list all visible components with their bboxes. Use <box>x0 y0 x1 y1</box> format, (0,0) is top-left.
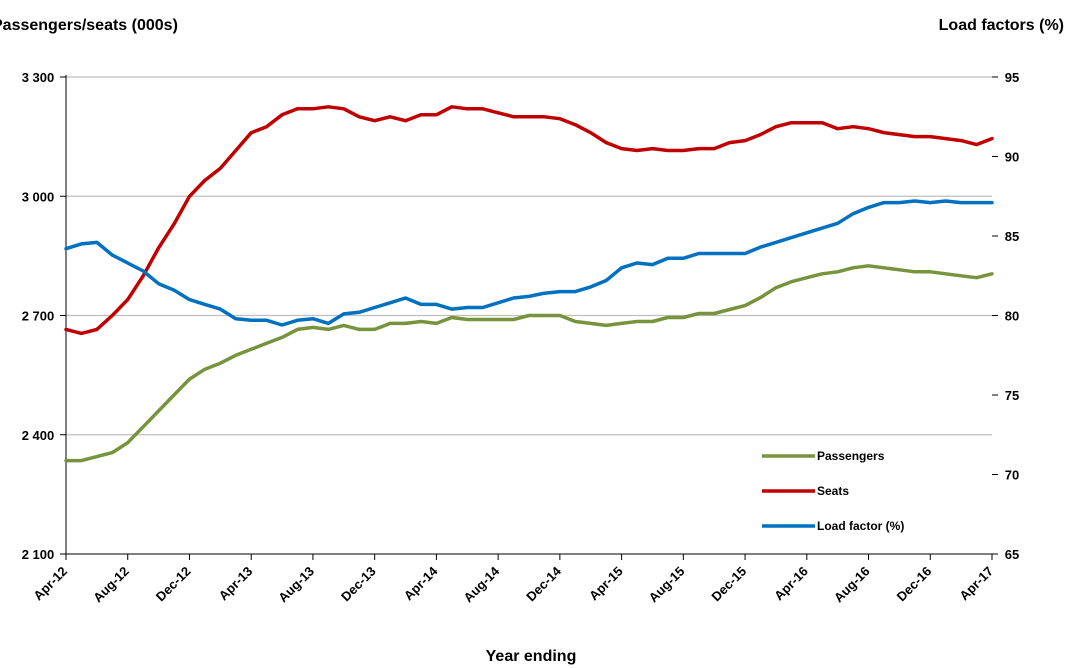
series-line-seats <box>64 105 994 336</box>
x-tick-label: Aug-16 <box>831 564 873 606</box>
axes <box>60 75 998 560</box>
x-tick-label: Dec-15 <box>708 564 749 605</box>
left-axis-title: Passengers/seats (000s) <box>0 17 178 34</box>
x-tick-label: Apr-15 <box>586 564 626 604</box>
legend-label: Seats <box>817 484 849 498</box>
x-tick-label: Aug-12 <box>90 564 132 606</box>
x-tick-label: Apr-12 <box>30 564 70 604</box>
right-tick-label: 95 <box>1005 70 1019 85</box>
x-tick-label: Aug-13 <box>275 564 317 606</box>
series-line-passengers <box>64 264 994 463</box>
left-tick-label: 2 100 <box>22 547 55 562</box>
right-tick-label: 75 <box>1005 388 1019 403</box>
left-tick-label: 3 300 <box>22 70 55 85</box>
right-tick-label: 70 <box>1005 468 1019 483</box>
left-tick-label: 3 000 <box>22 189 55 204</box>
left-tick-label: 2 400 <box>22 428 55 443</box>
series-lines <box>64 105 994 463</box>
x-tick-label: Dec-14 <box>523 563 564 604</box>
x-tick-label: Dec-12 <box>153 564 194 605</box>
legend-label: Passengers <box>817 449 885 463</box>
right-tick-label: 90 <box>1005 150 1019 165</box>
x-tick-label: Dec-13 <box>338 564 379 605</box>
x-tick-label: Apr-17 <box>956 564 996 604</box>
right-axis-title: Load factors (%) <box>939 17 1064 34</box>
x-tick-label: Apr-13 <box>216 564 256 604</box>
right-tick-label: 80 <box>1005 309 1019 324</box>
series-line-load-factor <box>64 199 994 327</box>
x-tick-label: Aug-15 <box>646 564 688 606</box>
right-tick-label: 65 <box>1005 547 1019 562</box>
left-tick-label: 2 700 <box>22 309 55 324</box>
x-tick-label: Aug-14 <box>460 563 502 605</box>
x-axis-title: Year ending <box>486 648 577 665</box>
x-tick-label: Apr-14 <box>401 563 441 603</box>
legend: Passengers Seats Load factor (%) <box>762 449 904 533</box>
x-tick-label: Apr-16 <box>771 564 811 604</box>
right-tick-label: 85 <box>1005 229 1019 244</box>
x-tick-label: Dec-16 <box>894 564 935 605</box>
gridlines <box>66 76 992 436</box>
legend-label: Load factor (%) <box>817 519 904 533</box>
